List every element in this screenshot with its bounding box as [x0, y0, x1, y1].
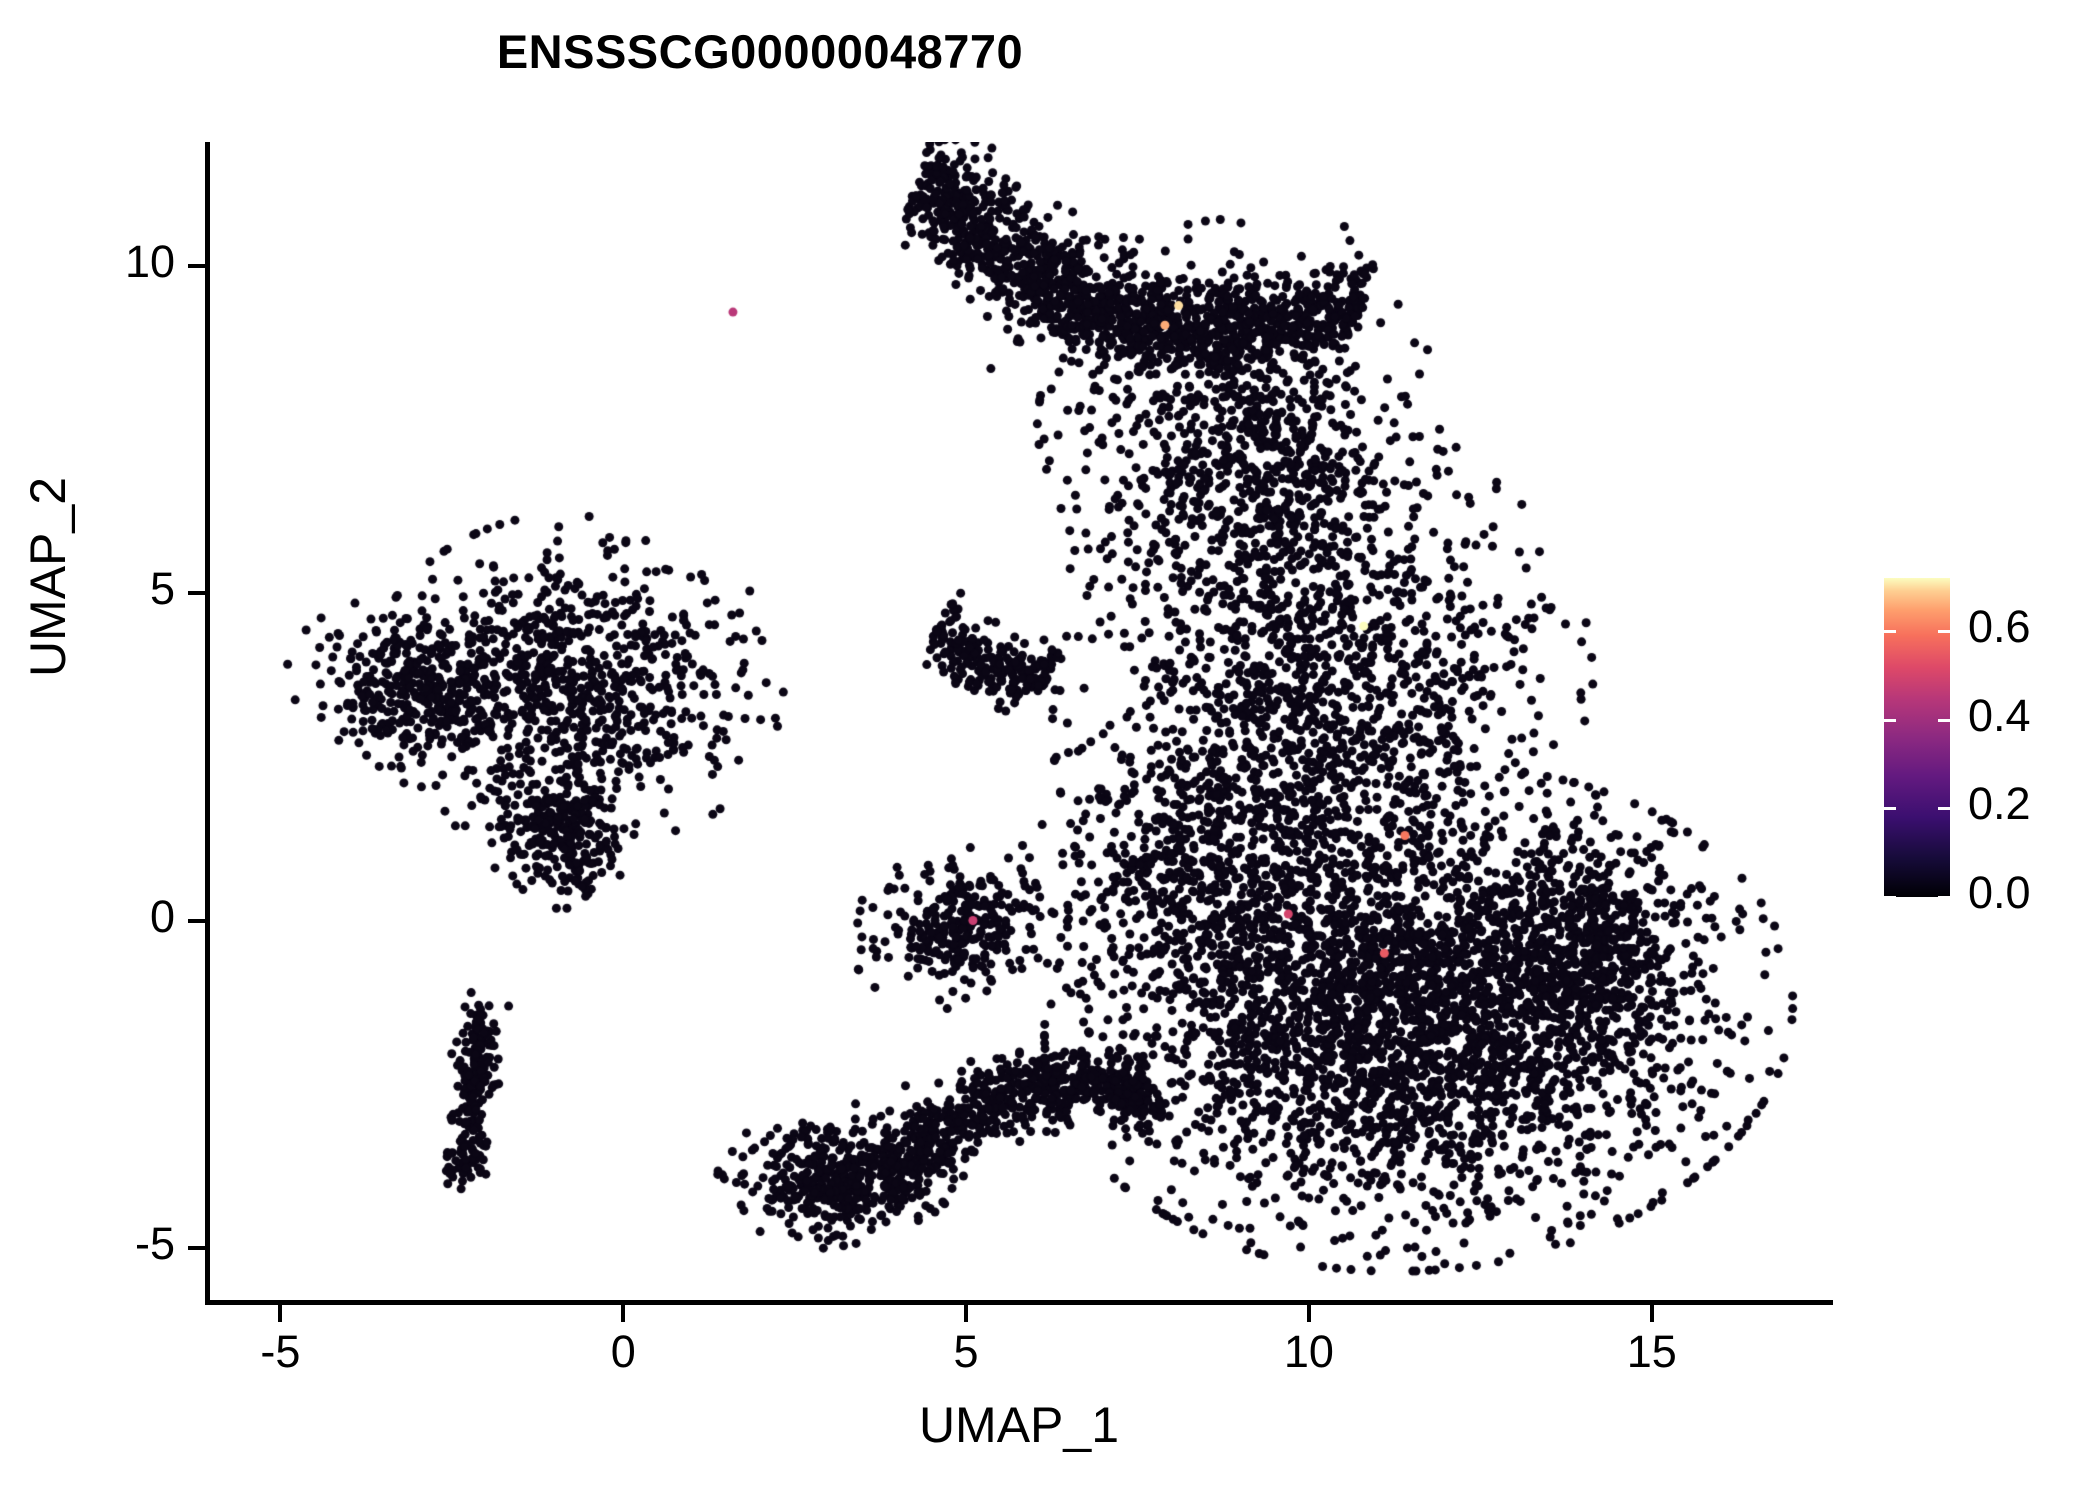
x-tick-label: 10: [1283, 1326, 1334, 1377]
y-axis-line: [205, 142, 210, 1305]
x-tick-label: 5: [953, 1326, 979, 1377]
colorbar-legend: 0.6 0.4 0.2 0.0: [1884, 578, 2094, 918]
colorbar-tick-mark: [1938, 896, 1950, 899]
y-tick-label: 5: [149, 563, 175, 615]
y-axis-title: UMAP_2: [20, 476, 76, 678]
colorbar-tick-mark: [1938, 807, 1950, 811]
x-axis-title: UMAP_1: [918, 1397, 1120, 1453]
x-tick-mark: [964, 1305, 969, 1322]
y-tick-label: 0: [149, 890, 175, 942]
colorbar-tick-mark: [1938, 630, 1950, 634]
y-tick-mark: [188, 264, 205, 269]
y-tick-mark: [188, 918, 205, 923]
colorbar-tick-label: 0.2: [1968, 778, 2031, 830]
colorbar-tick-label: 0.4: [1968, 689, 2031, 741]
page-title: ENSSSCG00000048770: [496, 25, 1024, 78]
colorbar-gradient: [1884, 578, 1950, 899]
y-tick-label: -5: [134, 1217, 175, 1269]
colorbar-tick-label: 0.0: [1968, 867, 2031, 918]
x-axis-line: [205, 1300, 1833, 1305]
x-tick-mark: [1306, 1305, 1311, 1322]
x-tick-mark: [278, 1305, 283, 1322]
x-tick-label: -5: [260, 1326, 301, 1377]
colorbar-tick-mark: [1938, 718, 1950, 722]
colorbar-tick-mark: [1884, 718, 1896, 722]
colorbar-tick-label: 0.6: [1968, 601, 2031, 653]
x-tick-mark: [1649, 1305, 1654, 1322]
x-tick-label: 15: [1626, 1326, 1677, 1377]
x-tick-label: 0: [610, 1326, 636, 1377]
scatter-plot-canvas: [205, 142, 1830, 1300]
colorbar-tick-mark: [1884, 630, 1896, 634]
x-tick-mark: [621, 1305, 626, 1322]
y-tick-mark: [188, 1245, 205, 1250]
colorbar-tick-mark: [1884, 807, 1896, 811]
colorbar-tick-mark: [1884, 896, 1896, 899]
y-tick-mark: [188, 591, 205, 596]
y-tick-label: 10: [124, 236, 175, 288]
plot-panel: [205, 142, 1830, 1300]
